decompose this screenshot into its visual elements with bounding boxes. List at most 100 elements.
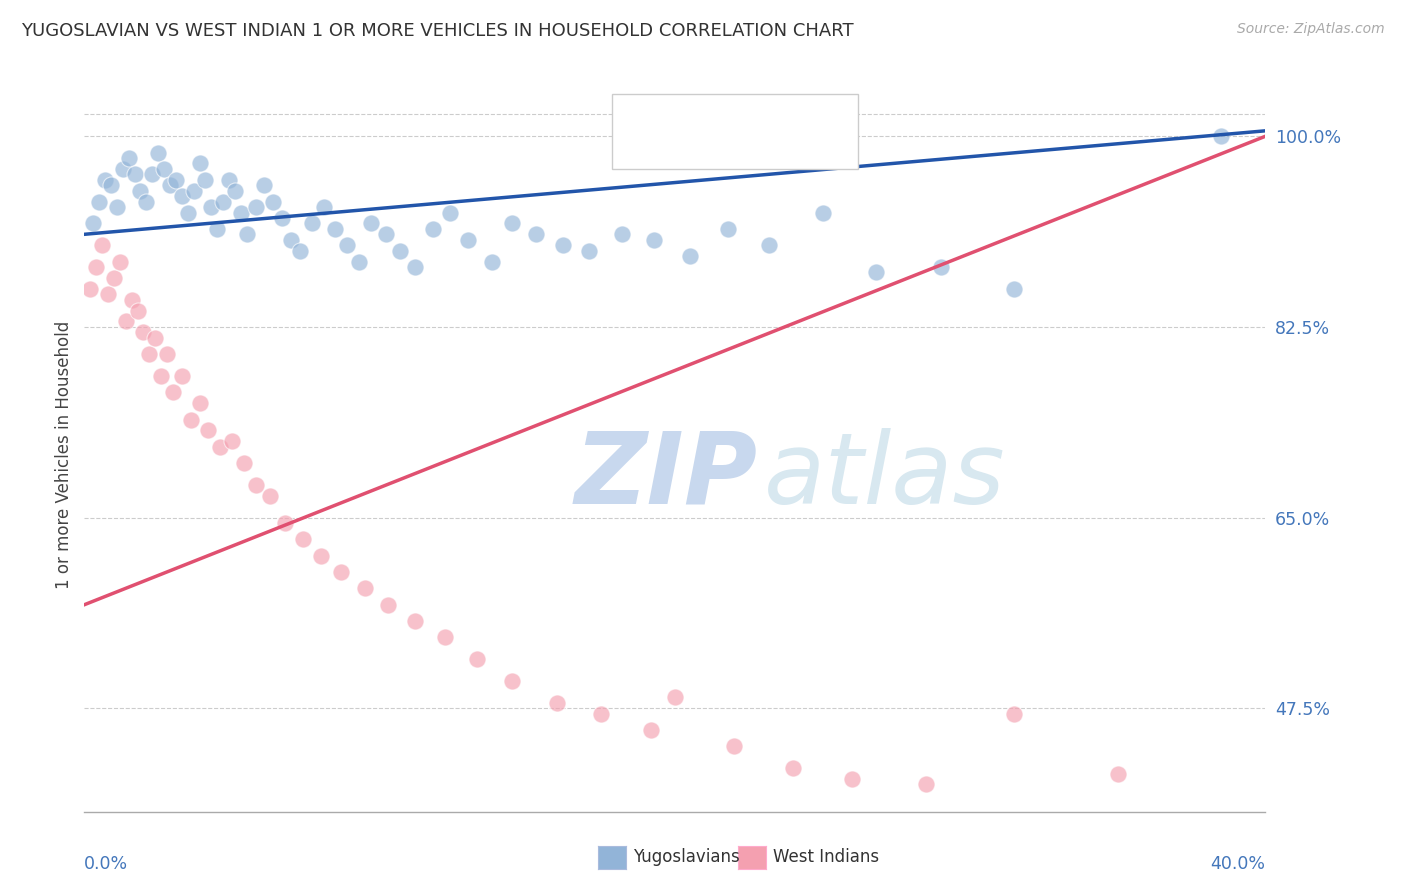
Point xyxy=(108,254,131,268)
Point xyxy=(97,287,120,301)
Point xyxy=(865,265,887,279)
Point xyxy=(159,178,181,193)
Point xyxy=(170,368,193,383)
Point xyxy=(153,161,176,176)
Point xyxy=(207,222,229,236)
Text: Source: ZipAtlas.com: Source: ZipAtlas.com xyxy=(1237,22,1385,37)
Point xyxy=(262,194,284,209)
Point xyxy=(610,227,633,242)
Point xyxy=(156,347,179,361)
Point xyxy=(465,652,488,666)
Point xyxy=(312,200,335,214)
Text: West Indians: West Indians xyxy=(773,848,879,866)
Point xyxy=(170,189,193,203)
Point xyxy=(124,167,146,181)
Point xyxy=(640,723,662,737)
Point xyxy=(481,254,503,268)
Point xyxy=(288,244,311,258)
Point xyxy=(200,200,222,214)
Point xyxy=(129,184,152,198)
Point xyxy=(929,260,952,274)
Point xyxy=(360,216,382,230)
Point xyxy=(717,222,740,236)
Point xyxy=(336,238,359,252)
Point xyxy=(111,161,134,176)
Point xyxy=(165,173,187,187)
Point xyxy=(551,238,574,252)
Point xyxy=(118,151,141,165)
Point xyxy=(259,489,281,503)
Point xyxy=(221,434,243,449)
Point xyxy=(1004,282,1026,296)
Point xyxy=(758,238,780,252)
Point xyxy=(84,260,107,274)
Point xyxy=(422,222,444,236)
Point xyxy=(502,673,524,688)
Text: Yugoslavians: Yugoslavians xyxy=(633,848,740,866)
Point xyxy=(229,205,252,219)
Y-axis label: 1 or more Vehicles in Household: 1 or more Vehicles in Household xyxy=(55,321,73,589)
Point xyxy=(177,205,200,219)
Point xyxy=(100,178,122,193)
Text: ZIP: ZIP xyxy=(575,428,758,524)
Point xyxy=(291,533,314,547)
Point xyxy=(347,254,370,268)
Point xyxy=(218,173,240,187)
Text: R = 0.299  N = 60: R = 0.299 N = 60 xyxy=(657,110,815,125)
Point xyxy=(135,194,157,209)
Point xyxy=(1211,129,1233,144)
Point xyxy=(180,412,202,426)
Point xyxy=(197,424,219,438)
Text: 0.0%: 0.0% xyxy=(84,855,128,872)
Point xyxy=(236,227,259,242)
Point xyxy=(148,145,170,160)
Point xyxy=(224,184,246,198)
Point xyxy=(404,260,426,274)
Point xyxy=(723,739,745,754)
Point xyxy=(1107,766,1129,780)
Point xyxy=(245,200,267,214)
Point xyxy=(143,331,166,345)
Text: atlas: atlas xyxy=(763,428,1005,524)
Point xyxy=(433,631,456,645)
Point xyxy=(183,184,205,198)
Point xyxy=(643,233,665,247)
Point xyxy=(245,478,267,492)
Point xyxy=(1004,706,1026,721)
Point xyxy=(87,194,111,209)
Point xyxy=(404,614,426,628)
Point xyxy=(105,200,128,214)
Point xyxy=(664,690,686,705)
Point xyxy=(841,772,863,786)
Point xyxy=(274,516,297,530)
Point xyxy=(309,549,332,563)
Point xyxy=(679,249,702,263)
Point xyxy=(103,271,125,285)
Point xyxy=(457,233,479,247)
Point xyxy=(232,456,254,470)
Point xyxy=(79,282,101,296)
Point xyxy=(141,167,163,181)
Point xyxy=(212,194,235,209)
Point xyxy=(591,706,613,721)
Point xyxy=(209,440,232,454)
Point xyxy=(811,205,834,219)
Point xyxy=(389,244,412,258)
Point xyxy=(127,303,149,318)
Point xyxy=(325,222,347,236)
Text: YUGOSLAVIAN VS WEST INDIAN 1 OR MORE VEHICLES IN HOUSEHOLD CORRELATION CHART: YUGOSLAVIAN VS WEST INDIAN 1 OR MORE VEH… xyxy=(21,22,853,40)
Point xyxy=(194,173,217,187)
Point xyxy=(271,211,294,225)
Point xyxy=(94,173,117,187)
Point xyxy=(162,385,184,400)
Point xyxy=(82,216,104,230)
Point xyxy=(91,238,114,252)
Point xyxy=(502,216,524,230)
Point xyxy=(114,314,136,328)
Point xyxy=(374,227,396,242)
Point xyxy=(377,598,399,612)
Point xyxy=(330,565,353,579)
Point xyxy=(150,368,173,383)
Text: 40.0%: 40.0% xyxy=(1211,855,1265,872)
Point xyxy=(301,216,323,230)
